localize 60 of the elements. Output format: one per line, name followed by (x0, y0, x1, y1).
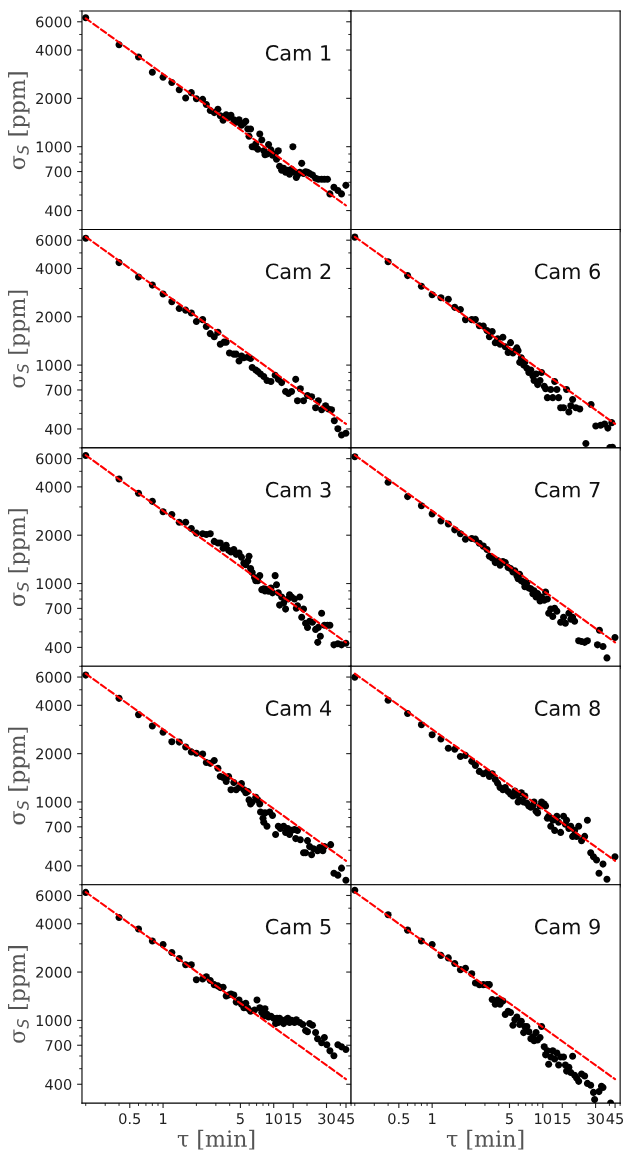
y-tick-label: 700 (45, 1039, 72, 1051)
annotation: Cam 8 (534, 700, 600, 717)
x-tick-label: 15 (554, 1113, 571, 1125)
y-tick-label: 6000 (36, 16, 72, 28)
y-tick-label: 700 (45, 603, 72, 615)
y-tick-label: 4000 (35, 918, 72, 930)
y-axis-title: σ$_{S}$ [ppm] (8, 727, 30, 825)
y-axis-title: σ$_{S}$ [ppm] (8, 72, 30, 170)
y-tick-label: 2000 (36, 529, 72, 541)
y-tick-label: 400 (45, 205, 72, 217)
y-tick-label: 6000 (36, 671, 72, 683)
y-tick-label: 700 (45, 384, 72, 396)
annotation: Cam 6 (534, 263, 600, 280)
y-tick-label: 400 (45, 642, 72, 654)
y-tick-label: 1000 (36, 359, 72, 371)
x-tick-label: 10 (266, 1113, 283, 1125)
y-tick-label: 1000 (36, 141, 72, 153)
annotation: Cam 9 (534, 918, 600, 935)
y-axis-title: σ$_{S}$ [ppm] (8, 509, 30, 606)
x-tick-label: 10 (535, 1113, 552, 1125)
y-tick-label: 400 (45, 860, 72, 872)
y-tick-label: 6000 (36, 453, 72, 465)
annotation: Cam 7 (534, 481, 600, 498)
annotation: Cam 3 (265, 481, 331, 498)
y-tick-label: 4000 (35, 263, 72, 275)
y-tick-label: 700 (45, 821, 72, 833)
y-tick-label: 6000 (36, 234, 72, 246)
x-tick-label: 1 (160, 1113, 167, 1124)
y-tick-label: 2000 (36, 966, 72, 978)
y-axis-title: σ$_{S}$ [ppm] (8, 946, 30, 1043)
x-tick-label: 0.5 (119, 1113, 141, 1125)
y-tick-label: 1000 (36, 578, 72, 590)
y-axis-title: σ$_{S}$ [ppm] (8, 290, 30, 388)
x-tick-label: 45 (606, 1113, 624, 1125)
x-tick-label: 30 (318, 1113, 335, 1125)
y-tick-label: 700 (45, 166, 72, 178)
y-tick-label: 1000 (36, 796, 72, 808)
x-tick-label: 15 (285, 1113, 302, 1125)
x-axis-title: τ [min] (446, 1129, 524, 1150)
annotation: Cam 2 (265, 263, 331, 280)
x-tick-label: 1 (429, 1113, 436, 1124)
x-tick-label: 5 (505, 1113, 513, 1125)
y-tick-label: 2000 (36, 748, 72, 760)
x-tick-label: 45 (337, 1113, 354, 1125)
x-tick-label: 30 (587, 1113, 604, 1125)
y-tick-label: 1000 (36, 1015, 72, 1027)
x-tick-label: 5 (236, 1113, 244, 1125)
y-tick-label: 400 (45, 1078, 72, 1091)
y-tick-label: 400 (45, 423, 72, 435)
annotation: Cam 4 (265, 700, 332, 717)
y-tick-label: 2000 (36, 93, 72, 105)
y-tick-label: 4000 (35, 700, 72, 712)
annotation: Cam 5 (265, 918, 331, 935)
y-tick-label: 2000 (36, 311, 72, 323)
annotation: Cam 1 (265, 44, 331, 61)
y-tick-label: 4000 (35, 481, 72, 493)
y-tick-label: 6000 (36, 890, 72, 902)
x-axis-title: τ [min] (177, 1129, 255, 1150)
x-tick-label: 0.5 (388, 1113, 410, 1125)
y-tick-label: 4000 (35, 44, 72, 56)
